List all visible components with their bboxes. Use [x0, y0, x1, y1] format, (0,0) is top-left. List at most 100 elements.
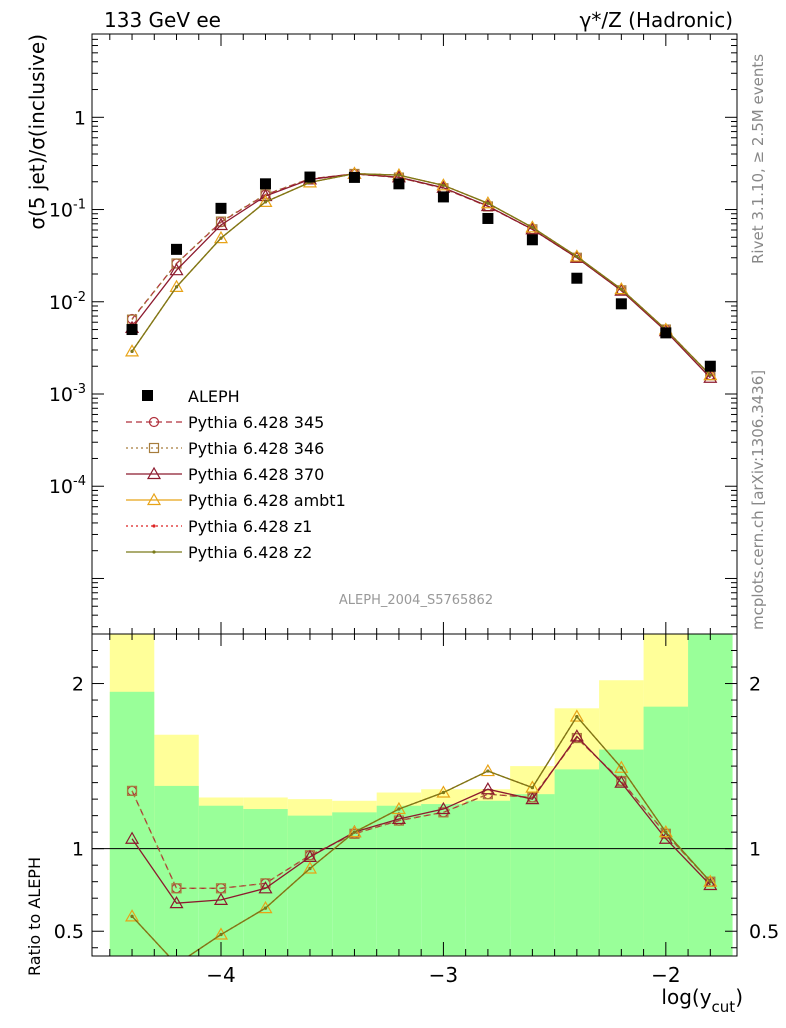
- ratio-y-tick-label: 1: [72, 839, 84, 861]
- ratio-band-inner: [109, 691, 155, 956]
- ratio-series-3-point: [258, 900, 273, 914]
- main-axes: 1 10-1 10-2 10-3 10-4: [49, 33, 738, 635]
- ratio-y-tick-label-right: 1: [749, 839, 761, 861]
- ratio-series-line-5: [131, 715, 711, 956]
- main-y-tick-label: 10-1: [49, 198, 86, 222]
- main-y-tick-label-exp: -4: [73, 474, 86, 489]
- data-point: [126, 324, 138, 336]
- main-series-5-point: [441, 183, 446, 187]
- data-point: [171, 243, 183, 255]
- main-y-tick-label-exp: -2: [73, 290, 86, 305]
- main-series-line-5: [131, 172, 711, 376]
- legend-label-0: Pythia 6.428 345: [188, 413, 324, 432]
- ratio-band-inner: [421, 804, 466, 956]
- ratio-series-4-point: [175, 963, 178, 966]
- ratio-band-inner: [554, 769, 600, 956]
- ratio-band-inner: [643, 706, 689, 956]
- data-point: [348, 171, 360, 183]
- ratio-series-2-point: [569, 729, 584, 742]
- ratio-series-5-point: [308, 866, 312, 871]
- data-point: [437, 191, 449, 203]
- main-series-5-point: [575, 254, 579, 259]
- legend-marker-3: [146, 492, 162, 506]
- main-series-3-point: [569, 249, 584, 262]
- main-series-5-point: [263, 200, 268, 204]
- ratio-band-inner: [198, 805, 244, 956]
- ratio-series-3-point: [614, 760, 629, 773]
- ratio-y-tick-label-right: 2: [749, 674, 761, 696]
- data-point: [660, 327, 672, 339]
- main-series-3-point: [169, 279, 184, 292]
- main-series-5-point: [130, 349, 134, 353]
- ratio-band-inner: [243, 809, 288, 956]
- legend-marker-data: [142, 390, 153, 401]
- legend-label-data: ALEPH: [188, 387, 240, 406]
- ratio-series-3-point: [347, 824, 362, 838]
- ratio-series-2-point: [480, 782, 495, 795]
- ratio-bands: [92, 634, 737, 956]
- legend: ALEPH Pythia 6.428 345 Pythia 6.428 346 Pyt…: [126, 387, 346, 562]
- ratio-series-5-point: [130, 914, 134, 918]
- main-series: [125, 166, 718, 383]
- ratio-series-5-point: [397, 807, 401, 811]
- ratio-series-5-point: [619, 766, 623, 770]
- main-y-tick-label: 10-2: [49, 290, 86, 314]
- data-point: [526, 234, 538, 246]
- main-series-2-point: [569, 250, 584, 263]
- main-series-5-point: [219, 236, 223, 240]
- main-y-tick-label: 1: [74, 107, 86, 129]
- main-series-2-point: [703, 370, 718, 383]
- ratio-series-5-point: [352, 830, 357, 834]
- main-series-2-point: [213, 217, 229, 231]
- main-series-3-point: [213, 230, 229, 244]
- main-y-tick-label: 10-3: [49, 382, 86, 406]
- legend-label-5: Pythia 6.428 z2: [188, 543, 312, 562]
- x-axis-title-paren: ): [735, 985, 743, 1009]
- header-right: γ*/Z (Hadronic): [580, 8, 733, 32]
- ratio-band-inner: [154, 785, 199, 956]
- legend-label-4: Pythia 6.428 z1: [188, 517, 312, 536]
- main-series-5-point: [486, 201, 490, 205]
- ratio-series-2-point: [436, 801, 451, 815]
- main-series-3-point: [614, 281, 629, 295]
- main-series-5-point: [530, 225, 534, 230]
- ratio-series-2-point: [258, 881, 273, 894]
- ratio-series-2-point: [614, 775, 629, 788]
- ratio-series-5-point: [263, 906, 268, 910]
- ratio-y-axis-title: Ratio to ALEPH: [25, 857, 44, 976]
- data-point: [704, 360, 716, 372]
- rivet-label: Rivet 3.1.10, ≥ 2.5M events: [749, 54, 767, 264]
- data-point: [615, 298, 627, 310]
- main-y-axis-title: σ(5 jet)/σ(inclusive): [25, 34, 49, 230]
- ratio-band-inner: [332, 812, 377, 956]
- legend-label-1: Pythia 6.428 346: [188, 439, 324, 458]
- ratio-band-inner: [510, 794, 555, 956]
- legend-marker-0: [148, 416, 160, 428]
- ratio-series: [125, 709, 718, 969]
- ratio-band-inner: [599, 749, 644, 956]
- ratio-series-2-point: [703, 877, 718, 891]
- ratio-frame: [91, 633, 738, 957]
- mcplots-label: mcplots.cern.ch [arXiv:1306.3436]: [749, 370, 767, 630]
- ratio-series-3-point: [125, 909, 140, 922]
- ratio-y-tick-label: 2: [72, 674, 84, 696]
- main-y-tick-label-exp: -1: [73, 198, 86, 213]
- ratio-series-3-point: [302, 861, 317, 874]
- ratio-band-inner: [287, 815, 333, 956]
- ratio-series-3-point: [658, 824, 673, 838]
- main-series-3-point: [525, 220, 540, 233]
- data-point: [215, 202, 227, 214]
- data-point: [482, 212, 494, 224]
- main-series-5-point: [708, 373, 712, 377]
- main-series-5-point: [174, 285, 179, 289]
- legend-label-3: Pythia 6.428 ambt1: [188, 491, 346, 510]
- ratio-series-3-point: [171, 958, 183, 969]
- data-point: [304, 171, 316, 183]
- main-series-3-point: [703, 367, 718, 381]
- ratio-series-2-point: [169, 895, 184, 909]
- ratio-series-5-point: [175, 963, 178, 966]
- data-point: [571, 272, 583, 284]
- x-axis-title-sub: cut: [712, 998, 736, 1016]
- ratio-y-tick-label: 0.5: [54, 921, 84, 943]
